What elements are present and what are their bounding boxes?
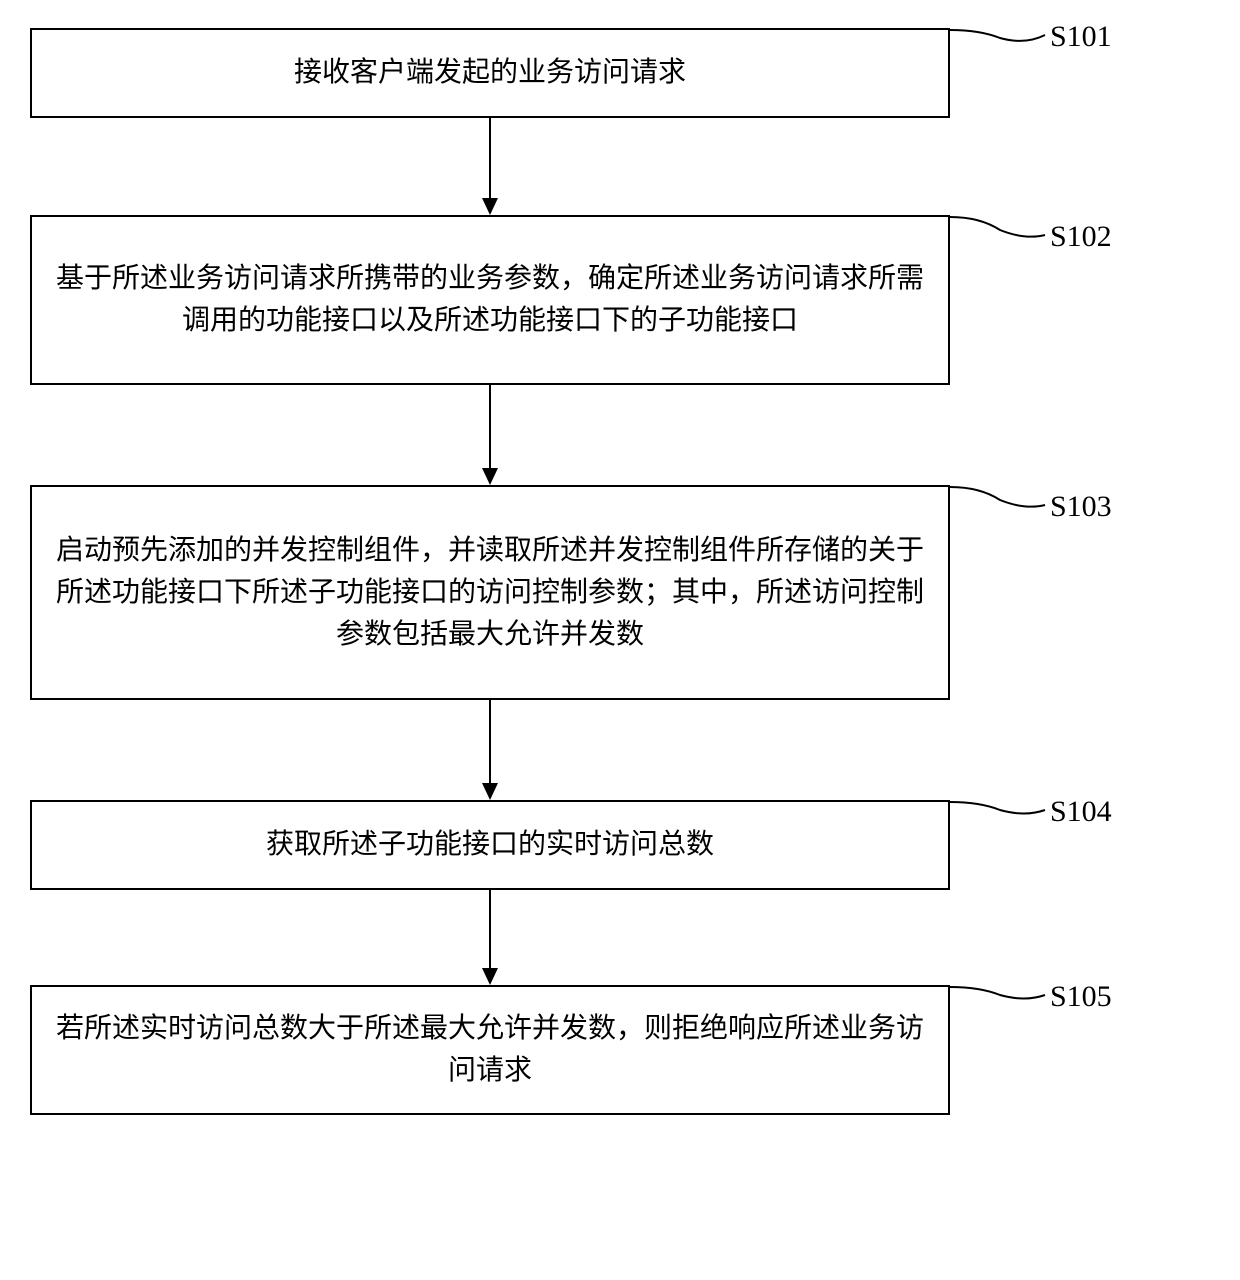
step-label-s102: S102 <box>1050 220 1112 254</box>
callout-curve <box>950 793 1050 833</box>
step-text: 基于所述业务访问请求所携带的业务参数，确定所述业务访问请求所需调用的功能接口以及… <box>56 258 924 342</box>
callout-curve <box>950 210 1050 255</box>
step-label-s104: S104 <box>1050 795 1112 829</box>
step-box-s103: 启动预先添加的并发控制组件，并读取所述并发控制组件所存储的关于所述功能接口下所述… <box>30 485 950 700</box>
step-box-s104: 获取所述子功能接口的实时访问总数 <box>30 800 950 890</box>
flowchart-container: 接收客户端发起的业务访问请求 S101 基于所述业务访问请求所携带的业务参数，确… <box>0 0 1240 1280</box>
step-box-s102: 基于所述业务访问请求所携带的业务参数，确定所述业务访问请求所需调用的功能接口以及… <box>30 215 950 385</box>
step-text: 启动预先添加的并发控制组件，并读取所述并发控制组件所存储的关于所述功能接口下所述… <box>56 530 924 656</box>
step-text: 接收客户端发起的业务访问请求 <box>294 52 686 94</box>
arrow-connector <box>475 118 505 215</box>
step-label-s105: S105 <box>1050 980 1112 1014</box>
arrow-connector <box>475 890 505 985</box>
arrow-connector <box>475 385 505 485</box>
step-box-s101: 接收客户端发起的业务访问请求 <box>30 28 950 118</box>
callout-curve <box>950 20 1050 60</box>
step-box-s105: 若所述实时访问总数大于所述最大允许并发数，则拒绝响应所述业务访问请求 <box>30 985 950 1115</box>
callout-curve <box>950 978 1050 1018</box>
step-text: 获取所述子功能接口的实时访问总数 <box>266 824 714 866</box>
step-label-s101: S101 <box>1050 20 1112 54</box>
step-label-s103: S103 <box>1050 490 1112 524</box>
callout-curve <box>950 480 1050 525</box>
arrow-connector <box>475 700 505 800</box>
step-text: 若所述实时访问总数大于所述最大允许并发数，则拒绝响应所述业务访问请求 <box>56 1008 924 1092</box>
